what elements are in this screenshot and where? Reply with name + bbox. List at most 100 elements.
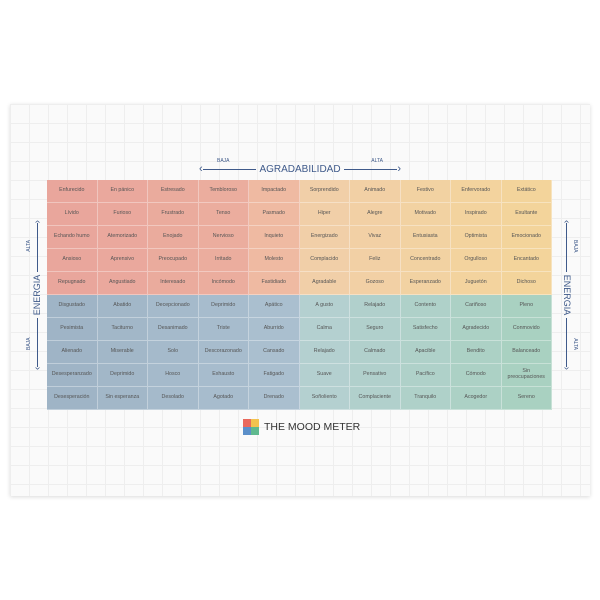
mood-cell: Dichoso (501, 272, 552, 295)
mood-cell: Desesperación (47, 387, 98, 410)
mood-cell: Complaciente (350, 387, 401, 410)
mood-cell: Festivo (400, 180, 451, 203)
mood-cell: Fastidiado (249, 272, 300, 295)
mood-cell: Estresado (148, 180, 199, 203)
mood-cell: Atemorizado (97, 226, 148, 249)
arrow-right-icon: › (397, 163, 402, 175)
mood-cell: Aprensivo (97, 249, 148, 272)
mood-cell: Animado (350, 180, 401, 203)
right-energy-axis: ‹ BAJA ENERGIA ALTA › (561, 220, 579, 371)
mood-cell: Taciturno (97, 318, 148, 341)
mood-cell: Acogedor (451, 387, 502, 410)
mood-cell: A gusto (299, 295, 350, 318)
mood-cell: Concentrado (400, 249, 451, 272)
mood-cell: Inspirado (451, 203, 502, 226)
mood-cell: Hiper (299, 203, 350, 226)
mood-grid: Enfurecido En pánico Estresado Tembloroso Im… (47, 180, 552, 410)
mood-cell: Molesto (249, 249, 300, 272)
mood-cell: Tembloroso (198, 180, 249, 203)
mood-cell: Disgustado (47, 295, 98, 318)
mood-cell: Descorazonado (198, 341, 249, 364)
mood-cell: Soñoliento (299, 387, 350, 410)
mood-cell: Pleno (501, 295, 552, 318)
mood-cell: Relajado (350, 295, 401, 318)
mood-cell: Nervioso (198, 226, 249, 249)
mood-cell: Alienado (47, 341, 98, 364)
mood-cell: Abatido (97, 295, 148, 318)
mood-cell: Frustrado (148, 203, 199, 226)
mood-cell: Drenado (249, 387, 300, 410)
mood-cell: Tranquilo (400, 387, 451, 410)
mood-cell: Apático (249, 295, 300, 318)
mood-cell: Miserable (97, 341, 148, 364)
mood-cell: Satisfecho (400, 318, 451, 341)
mood-cell: Hosco (148, 364, 199, 387)
arrow-down-icon: ‹ (31, 366, 43, 370)
mood-cell: Extático (501, 180, 552, 203)
mood-cell: Agradecido (451, 318, 502, 341)
mood-cell: Triste (198, 318, 249, 341)
mood-cell: Echando humo (47, 226, 98, 249)
mood-cell: Complacido (299, 249, 350, 272)
logo-squares-icon (243, 419, 259, 435)
arrow-up-icon: › (31, 219, 43, 224)
mood-cell: Pasmado (249, 203, 300, 226)
mood-cell: Relajado (299, 341, 350, 364)
mood-cell: Agotado (198, 387, 249, 410)
mood-cell: Esperanzado (400, 272, 451, 295)
mood-cell: Sorprendido (299, 180, 350, 203)
mood-cell: Repugnado (47, 272, 98, 295)
mood-cell: Vivaz (350, 226, 401, 249)
mood-cell: Furioso (97, 203, 148, 226)
mood-cell: Cansado (249, 341, 300, 364)
mood-cell: Desesperanzado (47, 364, 98, 387)
mood-cell: Pesimista (47, 318, 98, 341)
logo: THE MOOD METER (243, 419, 360, 435)
mood-cell: Angustiado (97, 272, 148, 295)
arrow-left-icon: ‹ (199, 163, 203, 175)
mood-cell: Ansioso (47, 249, 98, 272)
mood-cell: Exultante (501, 203, 552, 226)
axis-title: AGRADABILIDAD (259, 163, 341, 175)
mood-cell: Feliz (350, 249, 401, 272)
mood-cell: Desanimado (148, 318, 199, 341)
mood-cell: Inquieto (249, 226, 300, 249)
mood-cell: En pánico (97, 180, 148, 203)
arrow-down-icon: › (561, 366, 573, 371)
mood-cell: Pensativo (350, 364, 401, 387)
mood-cell: Deprimido (198, 295, 249, 318)
mood-cell: Deprimido (97, 364, 148, 387)
mood-cell: Conmovido (501, 318, 552, 341)
mood-cell: Energizado (299, 226, 350, 249)
mood-cell: Emocionado (501, 226, 552, 249)
mood-cell: Seguro (350, 318, 401, 341)
mood-cell: Orgulloso (451, 249, 502, 272)
mood-cell: Juguetón (451, 272, 502, 295)
mood-cell: Agradable (299, 272, 350, 295)
mood-cell: Apacible (400, 341, 451, 364)
mood-cell: Calma (299, 318, 350, 341)
mood-cell: Impactado (249, 180, 300, 203)
mood-cell: Balanceado (501, 341, 552, 364)
mood-cell: Decepcionado (148, 295, 199, 318)
mood-cell: Preocupado (148, 249, 199, 272)
mood-cell: Suave (299, 364, 350, 387)
mood-cell: Alegre (350, 203, 401, 226)
axis-low-label: BAJA (217, 158, 230, 164)
mood-cell: Lívido (47, 203, 98, 226)
mood-cell: Desolado (148, 387, 199, 410)
mood-cell: Enojado (148, 226, 199, 249)
mood-cell: Exhausto (198, 364, 249, 387)
mood-cell: Optimista (451, 226, 502, 249)
mood-cell: Gozoso (350, 272, 401, 295)
mood-cell: Sereno (501, 387, 552, 410)
mood-cell: Solo (148, 341, 199, 364)
mood-cell: Motivado (400, 203, 451, 226)
mood-cell: Incómodo (198, 272, 249, 295)
mood-cell: Enfurecido (47, 180, 98, 203)
mood-cell: Irritado (198, 249, 249, 272)
mood-cell: Sin esperanza (97, 387, 148, 410)
mood-cell: Pacífico (400, 364, 451, 387)
mood-cell: Sin preocupaciones (501, 364, 552, 387)
mood-cell: Calmado (350, 341, 401, 364)
